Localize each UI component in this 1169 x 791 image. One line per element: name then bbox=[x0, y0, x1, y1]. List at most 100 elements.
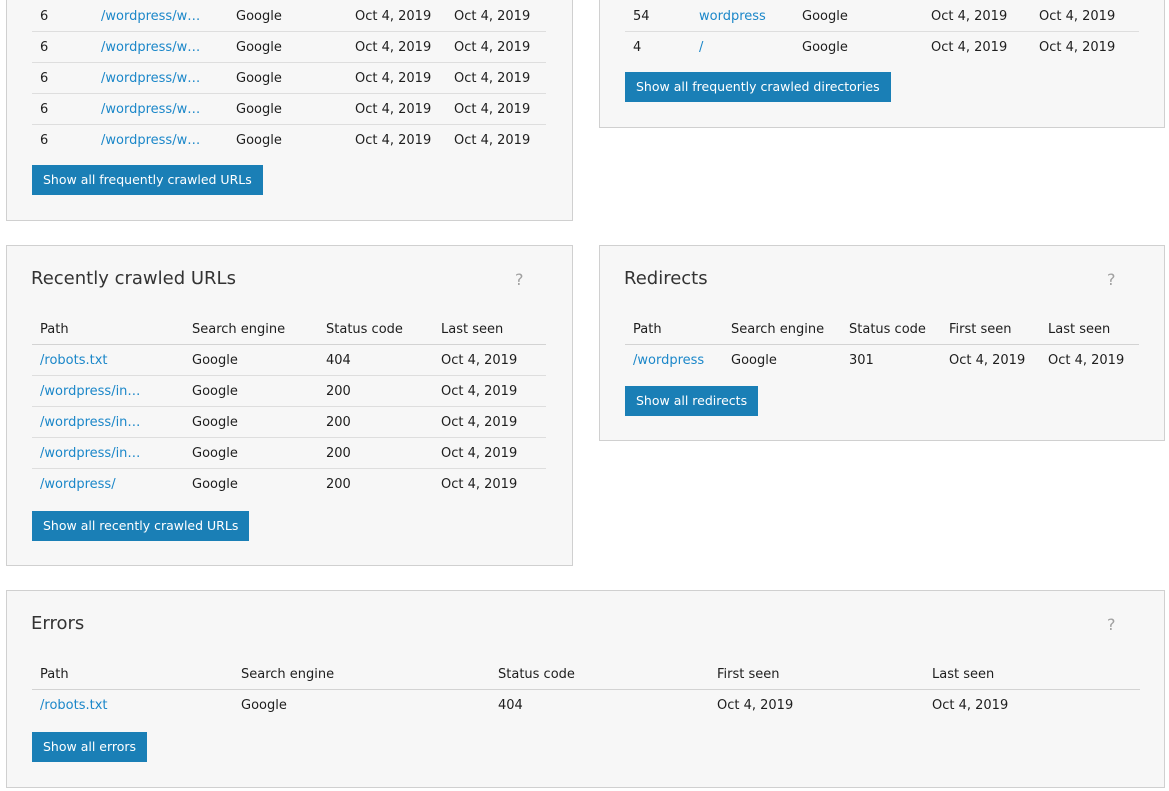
table-header-row: Path Search engine Status code First see… bbox=[32, 659, 1140, 690]
column-header-last-seen[interactable]: Last seen bbox=[1040, 314, 1139, 345]
search-engine: Google bbox=[228, 1, 347, 32]
search-engine: Google bbox=[184, 406, 318, 438]
search-engine: Google bbox=[228, 93, 347, 125]
first-seen: Oct 4, 2019 bbox=[347, 1, 446, 32]
last-seen: Oct 4, 2019 bbox=[1031, 1, 1139, 32]
last-seen: Oct 4, 2019 bbox=[433, 375, 546, 407]
table-row: 6 /wordpress/w… Google Oct 4, 2019 Oct 4… bbox=[32, 125, 546, 156]
crawl-count: 6 bbox=[40, 132, 49, 148]
url-path-link[interactable]: /wordpress/w… bbox=[93, 62, 228, 94]
table-row: /robots.txt Google 404 Oct 4, 2019 bbox=[32, 344, 546, 376]
url-path-link[interactable]: /wordpress/w… bbox=[101, 132, 201, 148]
url-path-link[interactable]: /wordpress/w… bbox=[93, 31, 228, 63]
first-seen: Oct 4, 2019 bbox=[949, 352, 1026, 368]
last-seen: Oct 4, 2019 bbox=[433, 344, 546, 376]
first-seen: Oct 4, 2019 bbox=[347, 62, 446, 94]
search-engine: Google bbox=[802, 39, 848, 55]
frequently-crawled-directories-panel: 54 wordpress Google Oct 4, 2019 Oct 4, 2… bbox=[599, 0, 1165, 128]
search-engine: Google bbox=[184, 375, 318, 407]
last-seen: Oct 4, 2019 bbox=[446, 93, 546, 125]
crawl-count: 6 bbox=[32, 93, 93, 125]
crawl-count: 54 bbox=[625, 1, 691, 32]
table-header-row: Path Search engine Status code First see… bbox=[625, 314, 1139, 345]
status-code: 200 bbox=[318, 406, 433, 438]
column-header-status-code[interactable]: Status code bbox=[490, 659, 709, 690]
errors-panel: Errors ? Path Search engine Status code … bbox=[6, 590, 1165, 788]
last-seen: Oct 4, 2019 bbox=[932, 697, 1009, 713]
status-code: 200 bbox=[318, 375, 433, 407]
show-all-recently-crawled-urls-button[interactable]: Show all recently crawled URLs bbox=[32, 511, 250, 541]
crawl-count: 6 bbox=[32, 62, 93, 94]
last-seen: Oct 4, 2019 bbox=[441, 476, 518, 492]
last-seen: Oct 4, 2019 bbox=[1039, 39, 1116, 55]
column-header-last-seen[interactable]: Last seen bbox=[924, 659, 1140, 690]
url-path-link[interactable]: /wordpress/in… bbox=[32, 375, 184, 407]
column-header-search-engine[interactable]: Search engine bbox=[184, 314, 318, 345]
column-header-status-code[interactable]: Status code bbox=[841, 314, 941, 345]
column-header-search-engine[interactable]: Search engine bbox=[233, 659, 490, 690]
frequently-crawled-urls-panel: 6 /wordpress/w… Google Oct 4, 2019 Oct 4… bbox=[6, 0, 573, 221]
show-all-redirects-button[interactable]: Show all redirects bbox=[625, 386, 759, 416]
table-row: 4 / Google Oct 4, 2019 Oct 4, 2019 bbox=[625, 32, 1139, 63]
first-seen: Oct 4, 2019 bbox=[717, 697, 794, 713]
last-seen: Oct 4, 2019 bbox=[433, 406, 546, 438]
search-engine: Google bbox=[184, 344, 318, 376]
url-path-link[interactable]: /wordpress bbox=[633, 352, 705, 368]
redirects-panel: Redirects ? Path Search engine Status co… bbox=[599, 245, 1165, 441]
status-code: 200 bbox=[326, 476, 351, 492]
first-seen: Oct 4, 2019 bbox=[355, 132, 432, 148]
status-code: 301 bbox=[849, 352, 874, 368]
url-path-link[interactable]: /wordpress/w… bbox=[93, 1, 228, 32]
column-header-path[interactable]: Path bbox=[32, 314, 184, 345]
status-code: 404 bbox=[498, 697, 523, 713]
first-seen: Oct 4, 2019 bbox=[923, 1, 1031, 32]
table-row: /wordpress/in… Google 200 Oct 4, 2019 bbox=[32, 437, 546, 469]
frequently-crawled-urls-table: 6 /wordpress/w… Google Oct 4, 2019 Oct 4… bbox=[32, 1, 546, 155]
last-seen: Oct 4, 2019 bbox=[1048, 352, 1125, 368]
last-seen: Oct 4, 2019 bbox=[446, 31, 546, 63]
column-header-status-code[interactable]: Status code bbox=[318, 314, 433, 345]
panel-title: Redirects bbox=[624, 268, 708, 289]
search-engine: Google bbox=[192, 476, 238, 492]
directory-path-link[interactable]: / bbox=[699, 39, 704, 55]
url-path-link[interactable]: /wordpress/w… bbox=[93, 93, 228, 125]
table-row: /robots.txt Google 404 Oct 4, 2019 Oct 4… bbox=[32, 690, 1140, 721]
help-icon[interactable]: ? bbox=[1107, 615, 1116, 634]
search-engine: Google bbox=[794, 1, 923, 32]
table-row: /wordpress/in… Google 200 Oct 4, 2019 bbox=[32, 406, 546, 438]
show-all-frequently-crawled-directories-button[interactable]: Show all frequently crawled directories bbox=[625, 72, 891, 102]
search-engine: Google bbox=[236, 132, 282, 148]
first-seen: Oct 4, 2019 bbox=[347, 93, 446, 125]
table-row: /wordpress/ Google 200 Oct 4, 2019 bbox=[32, 469, 546, 500]
table-header-row: Path Search engine Status code Last seen bbox=[32, 314, 546, 345]
url-path-link[interactable]: /wordpress/ bbox=[40, 476, 116, 492]
panel-title: Errors bbox=[31, 613, 85, 634]
column-header-path[interactable]: Path bbox=[32, 659, 233, 690]
help-icon[interactable]: ? bbox=[1107, 270, 1116, 289]
frequently-crawled-directories-table: 54 wordpress Google Oct 4, 2019 Oct 4, 2… bbox=[625, 1, 1139, 62]
status-code: 404 bbox=[318, 344, 433, 376]
directory-path-link[interactable]: wordpress bbox=[691, 1, 794, 32]
column-header-first-seen[interactable]: First seen bbox=[709, 659, 924, 690]
column-header-first-seen[interactable]: First seen bbox=[941, 314, 1040, 345]
url-path-link[interactable]: /robots.txt bbox=[40, 697, 108, 713]
column-header-search-engine[interactable]: Search engine bbox=[723, 314, 841, 345]
show-all-errors-button[interactable]: Show all errors bbox=[32, 732, 148, 762]
panel-title: Recently crawled URLs bbox=[31, 268, 236, 289]
crawl-count: 6 bbox=[32, 1, 93, 32]
recently-crawled-urls-table: Path Search engine Status code Last seen… bbox=[32, 314, 546, 499]
table-row: 6 /wordpress/w… Google Oct 4, 2019 Oct 4… bbox=[32, 1, 546, 32]
show-all-frequently-crawled-urls-button[interactable]: Show all frequently crawled URLs bbox=[32, 165, 263, 195]
last-seen: Oct 4, 2019 bbox=[454, 132, 531, 148]
help-icon[interactable]: ? bbox=[515, 270, 524, 289]
last-seen: Oct 4, 2019 bbox=[446, 62, 546, 94]
url-path-link[interactable]: /wordpress/in… bbox=[32, 437, 184, 469]
url-path-link[interactable]: /robots.txt bbox=[32, 344, 184, 376]
column-header-path[interactable]: Path bbox=[625, 314, 723, 345]
crawl-count: 4 bbox=[633, 39, 642, 55]
url-path-link[interactable]: /wordpress/in… bbox=[32, 406, 184, 438]
last-seen: Oct 4, 2019 bbox=[446, 1, 546, 32]
search-engine: Google bbox=[228, 31, 347, 63]
search-engine: Google bbox=[241, 697, 287, 713]
column-header-last-seen[interactable]: Last seen bbox=[433, 314, 546, 345]
